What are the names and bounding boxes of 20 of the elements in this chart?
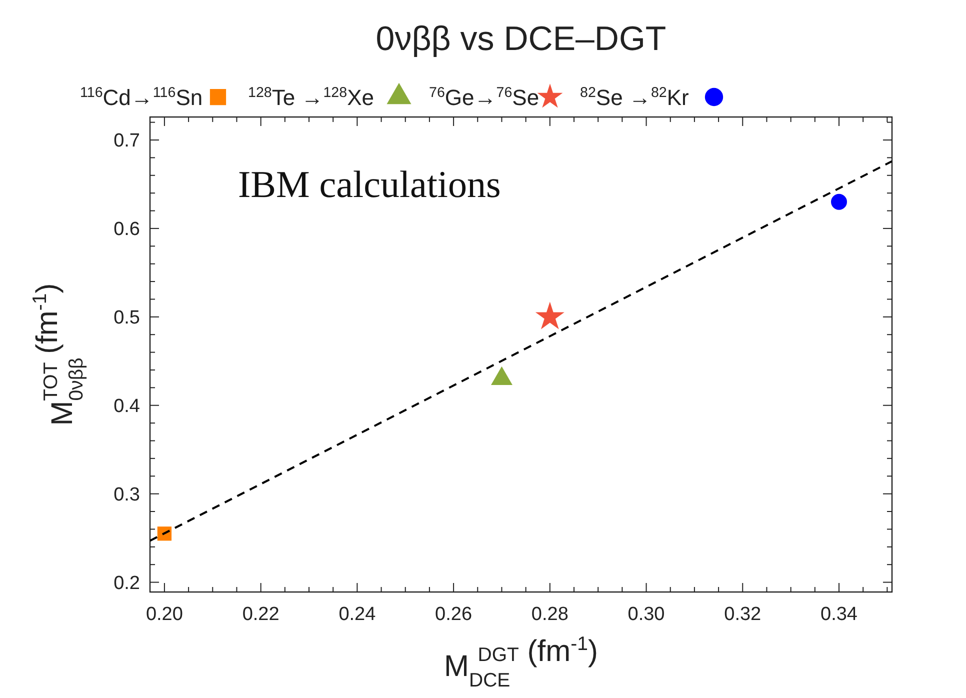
x-tick-label: 0.30 (628, 604, 665, 625)
legend-label: $^{128}$Te →$^{128}$Xe (248, 85, 374, 110)
y-tick-label: 0.6 (114, 219, 140, 240)
legend-label: $^{76}$Ge→$^{76}$Se (429, 85, 540, 110)
y-tick-label: 0.4 (114, 396, 140, 418)
x-tick-label: 0.34 (820, 604, 858, 625)
y-tick-label: 0.5 (114, 308, 140, 329)
legend-label: $^{116}$Cd→$^{116}$Sn (80, 85, 203, 110)
y-tick-label: 0.7 (114, 130, 140, 152)
y-tick-label: 0.2 (114, 572, 140, 594)
x-tick-label: 0.22 (242, 604, 280, 625)
annotation: IBM calculations (238, 164, 501, 206)
x-tick-label: 0.28 (531, 604, 568, 625)
x-tick-label: 0.24 (338, 604, 376, 625)
x-tick-label: 0.26 (435, 604, 472, 625)
chart-title: 0νββ vs DCE–DGT (376, 20, 666, 58)
legend-label: $^{82}$Se →$^{82}$Kr (580, 85, 689, 110)
y-tick-label: 0.3 (114, 484, 140, 506)
x-tick-label: 0.32 (724, 604, 762, 625)
x-tick-label: 0.20 (146, 604, 183, 625)
